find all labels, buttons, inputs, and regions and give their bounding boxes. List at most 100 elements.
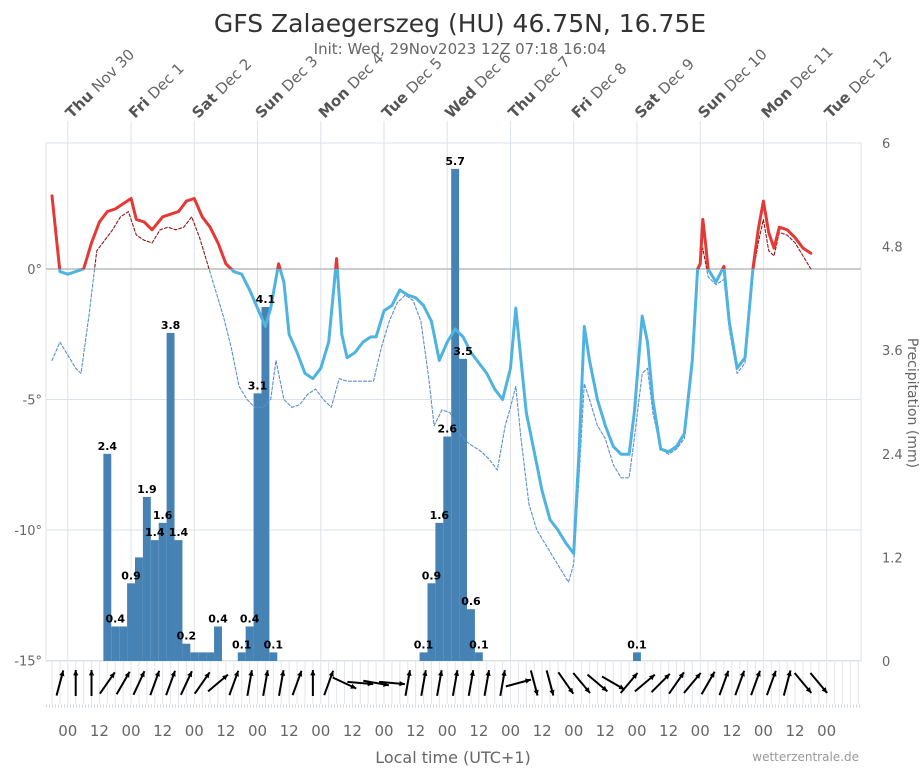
precip-value-label: 3.5 [453,345,473,358]
wind-arrow [782,670,792,696]
wind-arrow [73,670,79,696]
day-label-date: Dec 5 [403,54,446,97]
precip-bar [474,652,483,661]
chart-subtitle: Init: Wed, 29Nov2023 12Z 07:18 16:04 [314,40,607,58]
wind-arrow-head [124,671,130,678]
wind-arrow-head [73,670,79,676]
wind-arrow-head [724,670,729,677]
credit-text: wetterzentrale.de [752,750,859,764]
wind-arrow [291,670,303,696]
wind-arrow-head [601,685,608,692]
temperature-line-above-zero [50,194,813,269]
wind-strip [46,662,861,704]
wind-arrow [193,671,211,695]
precip-bar [158,522,167,661]
wind-arrow-head [649,674,655,681]
wind-arrow-head [568,687,574,694]
precip-bar [245,626,254,661]
day-label: Fri Dec 1 [125,59,188,122]
wind-arrow-head [549,689,555,696]
dewpoint-line-above-zero [94,211,812,269]
x-tick-label: 00 [311,722,330,740]
wind-arrow-head [279,670,286,676]
wind-arrow-head [264,670,270,676]
x-tick-label: 00 [122,722,141,740]
y-right-tick: 0 [882,655,890,670]
day-label: Sat Dec 2 [188,55,255,122]
wind-arrow [499,670,507,696]
wind-arrow-head [664,673,670,680]
day-label: Fri Dec 8 [568,59,631,122]
wind-arrow [467,670,475,696]
wind-arrow-head [310,670,316,676]
precip-value-label: 0.1 [414,638,434,651]
x-tick-label: 12 [406,722,425,740]
wind-arrow [88,670,95,696]
wind-arrow [668,671,685,695]
x-tick-label: 12 [533,722,552,740]
x-tick-label: 00 [817,722,836,740]
day-label-date: Dec 12 [845,47,895,97]
precip-bar [127,583,136,661]
wind-arrow-head [233,670,239,677]
precip-value-label: 1.4 [145,526,165,539]
precip-value-label: 0.1 [627,638,647,651]
y-left-tick: 0° [27,263,42,278]
x-tick-label: 12 [280,722,299,740]
day-label: Tue Dec 5 [378,54,446,122]
x-axis-label: Local time (UTC+1) [375,748,531,767]
wind-arrow [436,670,444,696]
precip-bar [435,522,444,661]
wind-arrow-head [584,687,590,693]
precip-bar [174,540,183,661]
precip-bar [190,652,199,661]
wind-arrow-head [805,687,812,693]
y-right-axis: 0 1.2 2.4 3.6 4.8 6 [882,137,903,670]
wind-arrow-head [755,670,761,677]
wind-arrow [278,670,286,696]
wind-arrow [586,673,609,693]
day-label: Sat Dec 9 [631,55,698,122]
wind-arrow-head [109,672,115,679]
precip-bar [135,557,143,661]
wind-arrow-head [350,683,357,689]
precip-value-label: 0.6 [461,595,481,608]
wind-arrow-head [139,671,145,678]
wind-arrow [228,670,240,696]
precip-bar [150,540,159,661]
precip-value-label: 0.2 [177,630,197,643]
precip-value-label: 0.4 [105,612,125,625]
precip-bar [166,332,175,661]
precip-bar [111,626,120,661]
wind-arrow-head [297,670,303,677]
precip-bar [103,453,112,661]
wind-arrow-head [525,678,531,684]
y-right-tick: 2.4 [882,448,903,463]
precip-bar [214,626,222,661]
x-tick-label: 12 [722,722,741,740]
wind-arrow-head [154,670,160,677]
wind-arrow-head [771,670,777,677]
wind-arrow-head [422,670,428,676]
wind-arrow-head [453,670,460,676]
y-left-tick: -5° [23,394,42,409]
wind-arrow [483,670,491,696]
x-axis: 00 12 00 12 00 12 00 12 00 12 00 12 00 12 00 12 00 12 00 12… [58,722,836,740]
precip-value-label: 0.1 [469,638,489,651]
x-tick-label: 12 [216,722,235,740]
x-tick-label: 00 [185,722,204,740]
precip-value-label: 1.6 [430,509,450,522]
wind-arrow-head [709,671,715,678]
precip-value-label: 1.9 [137,483,157,496]
wind-arrow [179,670,193,696]
precip-bar [182,643,191,661]
precip-value-label: 1.4 [169,526,189,539]
wind-arrow [207,673,229,693]
y-left-tick: -10° [14,524,42,539]
precip-bar [427,583,436,661]
wind-arrow [420,670,428,696]
wind-arrow [734,670,746,696]
wind-arrow-head [248,670,254,676]
precip-bar [633,652,641,661]
